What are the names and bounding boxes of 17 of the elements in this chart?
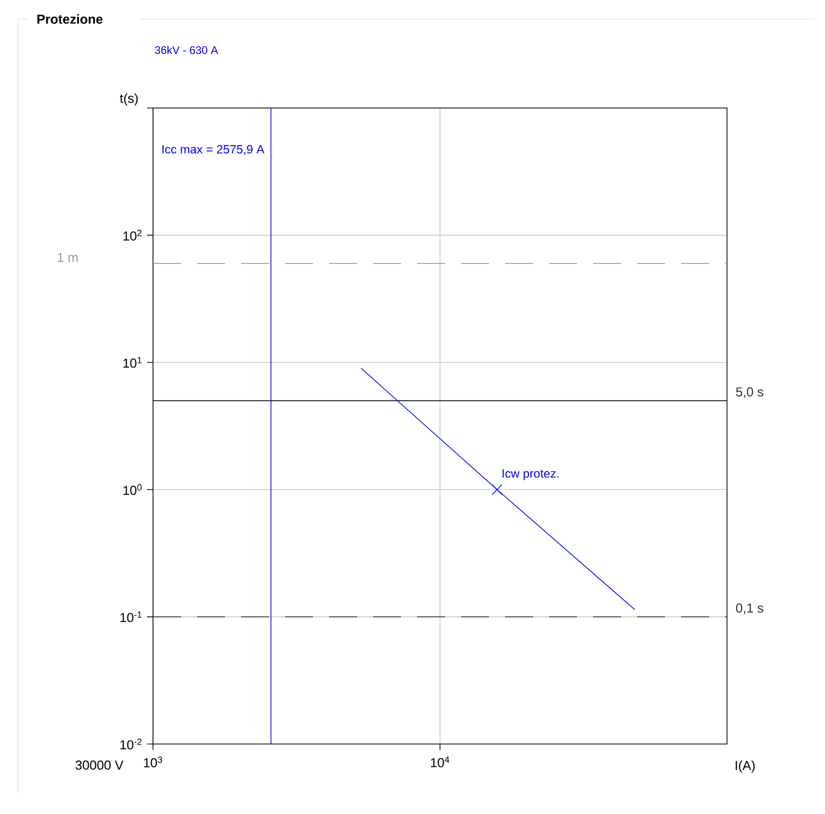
- x-tick-label: 10$^{3}$: [144, 756, 162, 768]
- annotation: Icw protez.: [502, 469, 558, 480]
- ref-line-label: 0,1 s: [736, 603, 764, 614]
- ref-line-label: 5,0 s: [736, 387, 764, 398]
- ref-line-label: 1 m: [58, 252, 78, 262]
- chart-subtitle: 36kV - 630 A: [154, 46, 218, 54]
- text: 30000 V: [76, 760, 124, 770]
- x-tick-label: 10$^{4}$: [430, 756, 450, 768]
- y-tick-label: 10$^{-2}$: [120, 738, 142, 750]
- y-tick-label: 10$^{2}$: [123, 230, 142, 241]
- ref-line-label: Icc max = 2575,9 A: [162, 145, 264, 155]
- y-tick-label: 10$^{-1}$: [120, 611, 142, 622]
- y-tick-label: 10$^{0}$: [123, 484, 142, 496]
- y-axis-title: t(s): [120, 93, 138, 106]
- y-tick-label: 10$^{1}$: [123, 357, 142, 368]
- chart-title: Protezione: [37, 14, 103, 24]
- x-axis-title: I(A): [736, 760, 755, 773]
